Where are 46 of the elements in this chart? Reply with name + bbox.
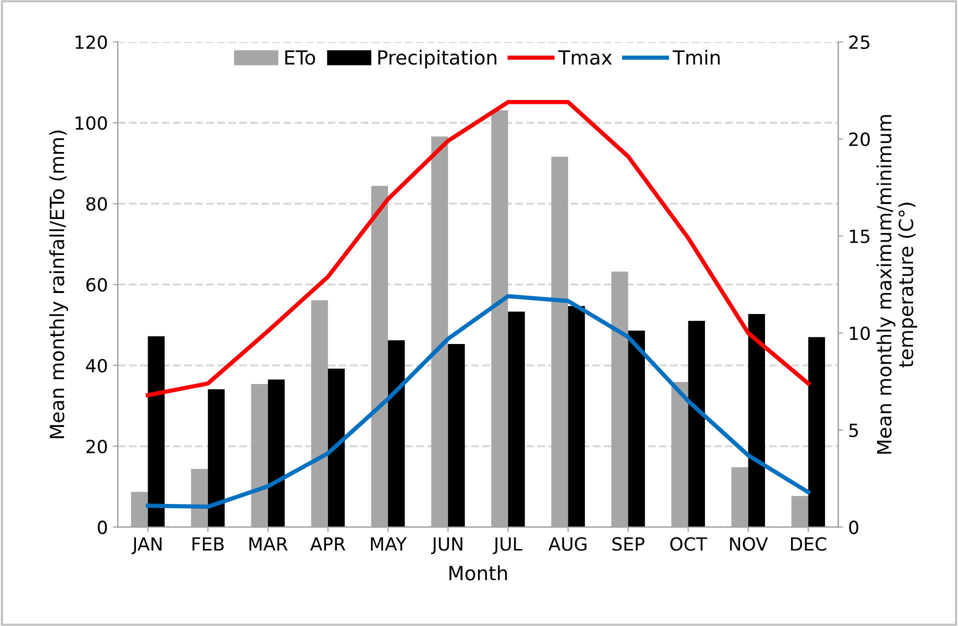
- y2-tick-label: 25: [849, 35, 870, 50]
- x-tick-label: FEB: [192, 537, 224, 551]
- y2-tick-label: 5: [849, 424, 858, 438]
- line-series: [146, 294, 810, 509]
- legend-label: Tmax: [558, 50, 612, 65]
- y2-axis-title: Mean monthly maximum/minimum temperature (C°): [876, 115, 918, 454]
- y-tick-label: 100: [76, 116, 107, 130]
- bar: [628, 330, 645, 528]
- bar: [808, 337, 826, 528]
- y-tick-label: 80: [86, 197, 107, 211]
- legend-label: ETo: [285, 50, 316, 65]
- x-tick-label: NOV: [730, 537, 768, 551]
- y2-tick-label: 15: [850, 230, 870, 244]
- bar: [568, 306, 585, 528]
- y2-tick-label: 10: [850, 326, 870, 340]
- legend-label: Precipitation: [378, 50, 496, 69]
- x-tick-label: APR: [310, 537, 346, 551]
- bar: [208, 389, 225, 528]
- x-tick-label: SEP: [612, 537, 644, 551]
- x-tick-label: OCT: [670, 537, 708, 551]
- y-tick-label: 120: [76, 35, 107, 50]
- x-axis-title: Month: [449, 565, 507, 580]
- x-tick-label: JUL: [492, 537, 522, 554]
- x-tick-label: MAY: [370, 537, 407, 551]
- line-series: [146, 100, 810, 398]
- bar: [748, 314, 766, 528]
- bar: [448, 344, 465, 528]
- legend-label: Tmin: [672, 50, 720, 65]
- y-tick-label: 20: [86, 440, 107, 454]
- y2-tick-label: 0: [849, 520, 858, 534]
- x-tick-label: JUN: [431, 537, 462, 554]
- bar: [328, 368, 345, 528]
- bar: [688, 320, 705, 528]
- y2-tick-label: 20: [849, 132, 870, 146]
- y-tick-label: 60: [86, 278, 107, 292]
- y-axis-title: Mean monthly rainfall/ETo (mm): [49, 130, 68, 438]
- bar: [388, 340, 405, 528]
- x-tick-label: AUG: [548, 537, 586, 551]
- x-tick-label: JAN: [131, 537, 162, 554]
- bar: [268, 380, 285, 528]
- y-tick-label: 0: [98, 520, 107, 534]
- x-tick-label: DEC: [791, 537, 826, 551]
- bar: [148, 336, 165, 528]
- x-tick-label: MAR: [249, 537, 288, 551]
- y-tick-label: 40: [86, 358, 107, 372]
- bar: [508, 312, 525, 528]
